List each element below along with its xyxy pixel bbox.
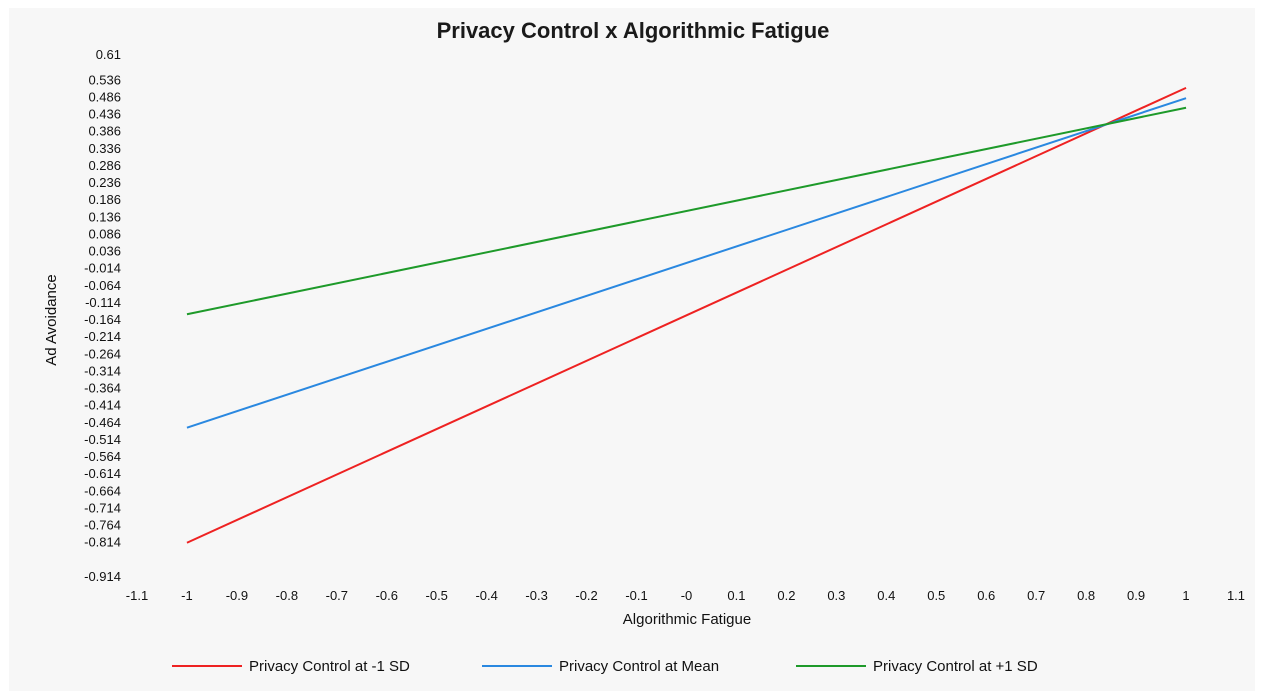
y-tick-label: -0.664 bbox=[84, 483, 121, 498]
y-tick-label: 0.236 bbox=[88, 175, 121, 190]
y-tick-label: -0.364 bbox=[84, 381, 121, 396]
chart-frame: Privacy Control x Algorithmic Fatigue 0.… bbox=[9, 8, 1255, 691]
y-tick-label: 0.536 bbox=[88, 72, 121, 87]
series-line-2 bbox=[186, 97, 1187, 429]
x-tick-label: 1.1 bbox=[1227, 588, 1245, 603]
y-tick-label: -0.814 bbox=[84, 535, 121, 550]
x-tick-label: -0.8 bbox=[276, 588, 298, 603]
series-line-1 bbox=[186, 86, 1187, 544]
chart-title: Privacy Control x Algorithmic Fatigue bbox=[437, 18, 830, 43]
y-tick-label: 0.61 bbox=[96, 47, 121, 62]
series-lines bbox=[186, 86, 1187, 544]
y-axis-ticks: 0.61 0.536 0.486 0.436 0.386 0.336 0.286 0.236 0… bbox=[84, 47, 121, 584]
x-tick-label: 0.5 bbox=[927, 588, 945, 603]
y-tick-label: 0.336 bbox=[88, 141, 121, 156]
y-tick-label: -0.714 bbox=[84, 500, 121, 515]
series-line-3 bbox=[186, 106, 1187, 316]
y-tick-label: 0.036 bbox=[88, 244, 121, 259]
x-tick-label: 0.1 bbox=[727, 588, 745, 603]
y-tick-label: -0.414 bbox=[84, 398, 121, 413]
x-tick-label: -0.3 bbox=[525, 588, 547, 603]
x-tick-label: -1.1 bbox=[126, 588, 148, 603]
line-chart: Privacy Control x Algorithmic Fatigue 0.… bbox=[43, 18, 1245, 675]
x-tick-label: 0.3 bbox=[827, 588, 845, 603]
legend-label: Privacy Control at +1 SD bbox=[873, 658, 1038, 675]
y-tick-label: 0.136 bbox=[88, 209, 121, 224]
x-tick-label: -0.2 bbox=[575, 588, 597, 603]
x-tick-label: -0.6 bbox=[376, 588, 398, 603]
y-axis-label: Ad Avoidance bbox=[43, 274, 60, 365]
x-tick-label: -0.7 bbox=[326, 588, 348, 603]
x-tick-label: -0.1 bbox=[625, 588, 647, 603]
y-tick-label: -0.464 bbox=[84, 415, 121, 430]
y-tick-label: -0.014 bbox=[84, 261, 121, 276]
legend: Privacy Control at -1 SD Privacy Control … bbox=[172, 658, 1038, 675]
y-tick-label: -0.564 bbox=[84, 449, 121, 464]
x-tick-label: -0 bbox=[681, 588, 693, 603]
x-axis-label: Algorithmic Fatigue bbox=[623, 611, 751, 628]
x-tick-label: 1 bbox=[1182, 588, 1189, 603]
y-tick-label: 0.186 bbox=[88, 192, 121, 207]
x-tick-label: 0.8 bbox=[1077, 588, 1095, 603]
y-tick-label: -0.514 bbox=[84, 432, 121, 447]
y-tick-label: -0.914 bbox=[84, 569, 121, 584]
x-tick-label: -1 bbox=[181, 588, 193, 603]
y-tick-label: -0.314 bbox=[84, 363, 121, 378]
x-tick-label: -0.5 bbox=[426, 588, 448, 603]
y-tick-label: 0.086 bbox=[88, 226, 121, 241]
x-tick-label: -0.9 bbox=[226, 588, 248, 603]
y-tick-label: -0.214 bbox=[84, 329, 121, 344]
x-tick-label: 0.4 bbox=[877, 588, 895, 603]
x-tick-label: 0.2 bbox=[777, 588, 795, 603]
y-tick-label: -0.614 bbox=[84, 466, 121, 481]
y-tick-label: 0.436 bbox=[88, 107, 121, 122]
x-axis-ticks: -1.1 -1 -0.9 -0.8 -0.7 -0.6 -0.5 -0.4 -0.3 -0.2 -0… bbox=[126, 588, 1245, 603]
y-tick-label: -0.164 bbox=[84, 312, 121, 327]
y-tick-label: -0.264 bbox=[84, 346, 121, 361]
y-tick-label: 0.386 bbox=[88, 124, 121, 139]
y-tick-label: 0.286 bbox=[88, 158, 121, 173]
legend-label: Privacy Control at Mean bbox=[559, 658, 719, 675]
y-tick-label: -0.114 bbox=[85, 295, 121, 310]
y-tick-label: -0.764 bbox=[84, 518, 121, 533]
x-tick-label: -0.4 bbox=[475, 588, 497, 603]
x-tick-label: 0.6 bbox=[977, 588, 995, 603]
legend-label: Privacy Control at -1 SD bbox=[249, 658, 410, 675]
y-tick-label: -0.064 bbox=[84, 278, 121, 293]
x-tick-label: 0.9 bbox=[1127, 588, 1145, 603]
y-tick-label: 0.486 bbox=[88, 89, 121, 104]
x-tick-label: 0.7 bbox=[1027, 588, 1045, 603]
